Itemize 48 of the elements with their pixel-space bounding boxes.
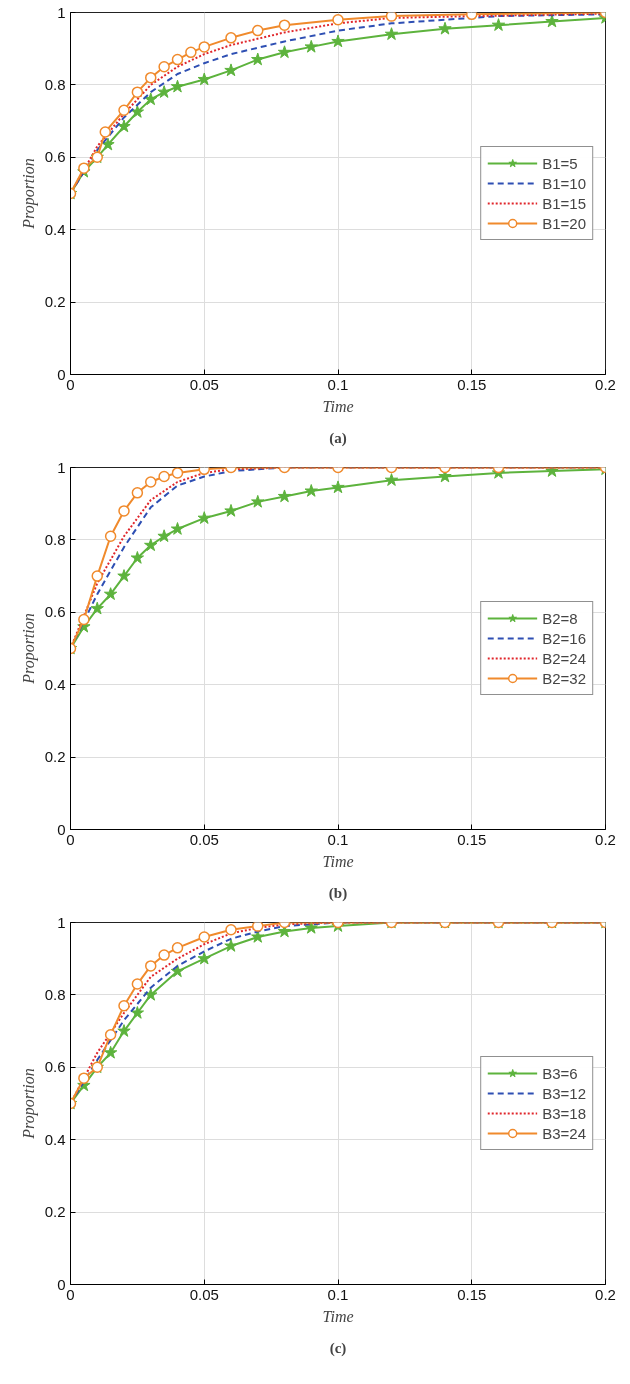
y-axis-title: Proportion (19, 1068, 38, 1140)
legend-label: B1=20 (542, 214, 586, 232)
x-tick-label: 0.15 (457, 1285, 487, 1303)
legend-label: B2=8 (542, 609, 578, 627)
y-tick-label: 0.4 (44, 675, 66, 693)
text: (a) (329, 429, 347, 447)
y-axis-title: Proportion (19, 613, 38, 685)
y-axis-title: Proportion (19, 158, 38, 230)
y-tick-label: 0.6 (44, 148, 66, 166)
x-tick-label: 0.2 (595, 1285, 616, 1303)
legend-label: B3=24 (542, 1124, 586, 1142)
legend-label: B1=5 (542, 154, 578, 172)
x-axis-title: Time (322, 397, 354, 415)
x-tick-label: 0.1 (327, 1285, 349, 1303)
x-tick-label: 0.05 (189, 1285, 219, 1303)
legend-label: B3=18 (542, 1104, 586, 1122)
x-tick-label: 0.05 (189, 830, 219, 848)
x-axis-title: Time (322, 1307, 354, 1325)
y-tick-label: 1 (57, 458, 66, 476)
text: (b) (328, 884, 348, 902)
x-tick-label: 0.1 (327, 830, 349, 848)
legend-label: B2=16 (542, 629, 586, 647)
y-tick-label: 0.2 (44, 1203, 66, 1221)
text: (c) (329, 1339, 347, 1357)
legend-label: B1=15 (542, 194, 586, 212)
x-tick-label: 0.15 (457, 375, 487, 393)
y-tick-label: 1 (57, 3, 66, 21)
y-tick-label: 0.8 (44, 530, 66, 548)
x-tick-label: 0.05 (189, 375, 219, 393)
legend-label: B2=24 (542, 649, 586, 667)
legend-label: B3=12 (542, 1084, 586, 1102)
y-tick-label: 0.8 (44, 75, 66, 93)
x-axis-title: Time (322, 852, 354, 870)
y-tick-label: 0.2 (44, 748, 66, 766)
x-tick-label: 0.2 (595, 830, 616, 848)
y-tick-label: 0.6 (44, 1058, 66, 1076)
x-tick-label: 0.1 (327, 375, 349, 393)
y-tick-label: 0.4 (44, 1130, 66, 1148)
x-tick-label: 0.15 (457, 830, 487, 848)
legend-label: B3=6 (542, 1064, 578, 1082)
y-tick-label: 1 (57, 913, 66, 931)
y-tick-label: 0.2 (44, 293, 66, 311)
y-tick-label: 0.8 (44, 985, 66, 1003)
y-tick-label: 0.4 (44, 220, 66, 238)
y-tick-label: 0.6 (44, 603, 66, 621)
legend-label: B1=10 (542, 174, 586, 192)
legend-label: B2=32 (542, 669, 586, 687)
x-tick-label: 0.2 (595, 375, 616, 393)
